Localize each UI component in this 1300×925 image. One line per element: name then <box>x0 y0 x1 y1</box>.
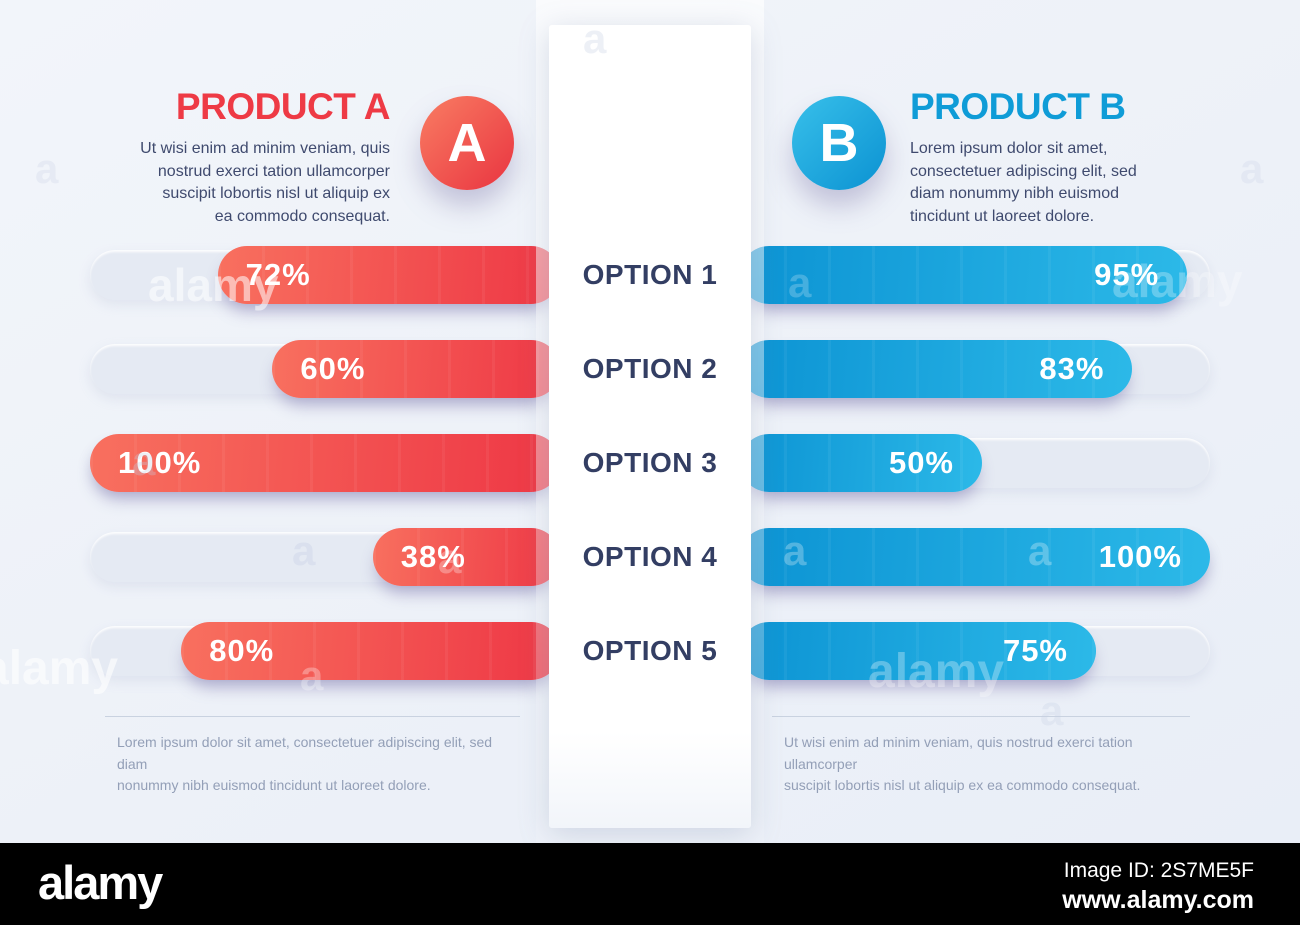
product-a-value-2: 60% <box>300 351 366 386</box>
product-b-value-5: 75% <box>1002 633 1068 668</box>
product-b-bar-5: 75% <box>740 622 1096 680</box>
product-b-value-3: 50% <box>888 445 954 480</box>
product-b-value-4: 100% <box>1098 539 1182 574</box>
product-b-bar-4: 100% <box>740 528 1210 586</box>
product-b-bar-1: 95% <box>740 246 1188 304</box>
options-panel: OPTION 1 OPTION 2 OPTION 3 OPTION 4 OPTION 5 <box>549 25 751 828</box>
product-b-badge-letter: B <box>819 113 859 173</box>
product-a-header: PRODUCT A Ut wisi enim ad minim veniam, … <box>128 88 390 229</box>
option-label-5: OPTION 5 <box>582 635 718 666</box>
product-a-description: Ut wisi enim ad minim veniam, quis nostr… <box>140 140 390 226</box>
product-a-bar-4: 38% <box>372 528 560 586</box>
alamy-info: Image ID: 2S7ME5F www.alamy.com <box>1062 857 1254 917</box>
product-a-value-4: 38% <box>400 539 466 574</box>
alamy-bar: alamy Image ID: 2S7ME5F www.alamy.com <box>0 843 1300 925</box>
product-b-badge: B <box>792 96 886 190</box>
product-a-bar-5: 80% <box>181 622 560 680</box>
product-b-footer-text: Ut wisi enim ad minim veniam, quis nostr… <box>784 734 1141 794</box>
option-label-4: OPTION 4 <box>582 541 718 572</box>
product-a-badge: A <box>420 96 514 190</box>
product-b-header: PRODUCT B Lorem ipsum dolor sit amet, co… <box>910 88 1172 229</box>
alamy-image-id: Image ID: 2S7ME5F <box>1063 859 1254 882</box>
product-a-bar-3: 100% <box>90 434 560 492</box>
product-a-footer-text: Lorem ipsum dolor sit amet, consectetuer… <box>117 734 493 794</box>
product-a-value-3: 100% <box>118 445 202 480</box>
product-a-title: PRODUCT A <box>175 86 391 127</box>
product-a-value-5: 80% <box>209 633 275 668</box>
option-label-2: OPTION 2 <box>582 353 718 384</box>
option-label-1: OPTION 1 <box>582 259 718 290</box>
alamy-watermark-6: a <box>35 145 59 192</box>
product-a-bar-2: 60% <box>272 340 560 398</box>
product-a-value-1: 72% <box>245 257 311 292</box>
product-b-value-2: 83% <box>1039 351 1105 386</box>
product-b-description: Lorem ipsum dolor sit amet, consectetuer… <box>910 140 1137 226</box>
alamy-url: www.alamy.com <box>1062 886 1254 915</box>
alamy-watermark-7: a <box>1240 145 1264 192</box>
product-b-footer: Ut wisi enim ad minim veniam, quis nostr… <box>772 716 1190 797</box>
product-b-bar-2: 83% <box>740 340 1133 398</box>
alamy-logo: alamy <box>38 856 163 909</box>
product-a-badge-letter: A <box>447 113 487 173</box>
product-b-bar-3: 50% <box>740 434 982 492</box>
product-a-footer: Lorem ipsum dolor sit amet, consectetuer… <box>105 716 520 797</box>
option-label-3: OPTION 3 <box>582 447 718 478</box>
infographic-background: PRODUCT A Ut wisi enim ad minim veniam, … <box>0 0 1300 843</box>
product-a-bar-1: 72% <box>217 246 560 304</box>
product-b-title: PRODUCT B <box>910 86 1126 127</box>
product-b-value-1: 95% <box>1094 257 1160 292</box>
